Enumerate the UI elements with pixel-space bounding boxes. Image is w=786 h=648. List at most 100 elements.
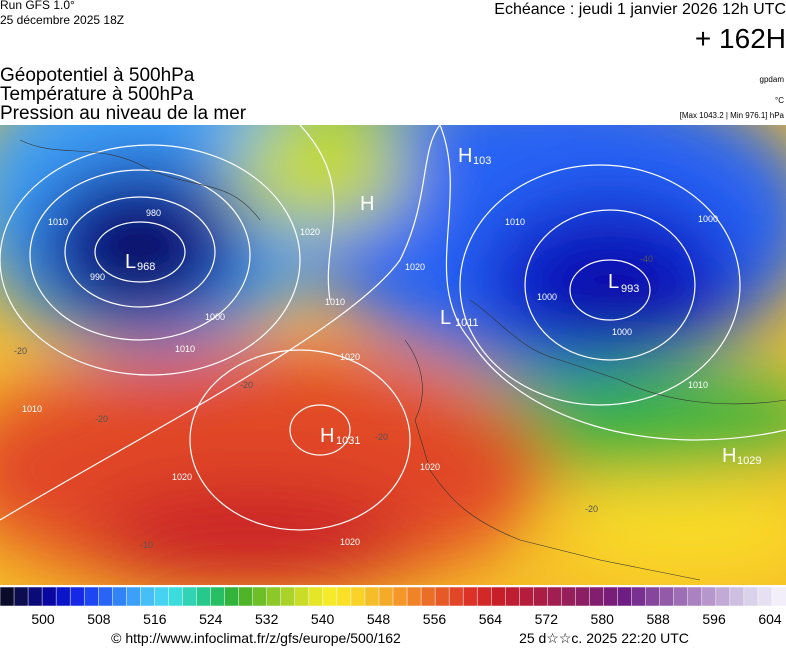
isobar-label: 1010: [688, 380, 708, 390]
color-swatch: [462, 586, 478, 607]
extremes: [Max 1043.2 | Min 976.1] hPa: [680, 111, 785, 120]
center-letter: H: [360, 193, 374, 215]
color-swatch: [406, 586, 422, 607]
color-swatch: [0, 586, 15, 607]
isobar-label: 1010: [505, 217, 525, 227]
colorbar-tick-label: 524: [199, 611, 223, 627]
isobar-label: 1000: [698, 214, 718, 224]
isobar-label: 1020: [172, 472, 192, 482]
source: © http://www.infoclimat.fr/z/gfs/europe/…: [111, 630, 401, 646]
colorbar-tick-label: 588: [646, 611, 670, 627]
color-swatch: [448, 586, 464, 607]
color-swatch: [631, 586, 647, 607]
color-swatch: [687, 586, 703, 607]
isotherm-label: -40: [640, 254, 653, 264]
color-swatch: [83, 586, 100, 607]
center-value: 1031: [336, 435, 360, 447]
center-letter: H: [320, 425, 334, 447]
isobar-label: 1020: [340, 352, 360, 362]
color-swatch: [378, 586, 394, 607]
colorbar-tick-label: 516: [143, 611, 167, 627]
colorbar-tick-label: 572: [535, 611, 559, 627]
color-swatch: [491, 586, 507, 607]
color-swatch: [561, 586, 577, 607]
isobar-label: 1020: [420, 462, 440, 472]
color-swatch: [771, 586, 786, 607]
center-value: 1029: [737, 455, 761, 467]
colorbar-tick-label: 556: [423, 611, 447, 627]
color-swatch: [701, 586, 717, 607]
run-date: 25 décembre 2025 18Z: [0, 13, 124, 27]
color-swatch: [224, 586, 240, 607]
color-swatch: [98, 586, 114, 607]
color-swatch: [519, 586, 535, 607]
isotherm-label: -10: [140, 540, 153, 550]
color-swatch: [589, 586, 605, 607]
color-swatch: [336, 586, 352, 607]
color-swatch: [420, 586, 436, 607]
color-swatch: [533, 586, 549, 607]
center-letter: L: [125, 251, 136, 273]
isobar-label: 1020: [340, 537, 360, 547]
color-swatch: [196, 586, 212, 607]
colorbar-tick-label: 548: [367, 611, 391, 627]
field: Pression au niveau de la mer: [0, 103, 247, 124]
color-swatch: [392, 586, 408, 607]
color-swatch: [238, 586, 254, 607]
units: °C: [775, 96, 784, 105]
isobar-label: 1010: [48, 217, 68, 227]
color-swatch: [154, 586, 170, 607]
pressure-centers: L 968 H 1031 L 993 H 1029 L 1011 H 103 H: [125, 145, 761, 467]
isobar-label: 990: [90, 272, 105, 282]
field: Géopotentiel à 500hPa: [0, 65, 195, 86]
color-swatch: [575, 586, 591, 607]
color-swatch: [168, 586, 184, 607]
isobar-label: 1020: [405, 262, 425, 272]
isotherm-labels: -20 -20 -20 -40 -20 -10 -20: [14, 254, 653, 550]
isobar-label: 1010: [325, 297, 345, 307]
colorbar: 500 508 516 524 532 540 548 556 564 572 580 588 596 6…: [0, 586, 786, 627]
color-swatch: [112, 586, 128, 607]
center-letter: H: [722, 445, 736, 467]
color-swatch: [547, 586, 563, 607]
color-swatch: [505, 586, 521, 607]
isobar-label: 1000: [612, 327, 632, 337]
color-swatch: [645, 586, 661, 607]
color-swatch: [252, 586, 268, 607]
isobar-labels: 980 990 1000 1010 1020 1000 1010 1020 10…: [22, 208, 718, 547]
color-swatch: [182, 586, 198, 607]
color-swatch: [308, 586, 324, 607]
color-swatch: [603, 586, 619, 607]
color-swatch: [294, 586, 310, 607]
color-swatch: [659, 586, 675, 607]
color-swatch: [434, 586, 450, 607]
center-letter: L: [440, 307, 451, 329]
color-swatch: [55, 586, 71, 607]
color-swatch: [69, 586, 85, 607]
isobar-label: 1010: [175, 344, 195, 354]
units: gpdam: [760, 75, 785, 84]
colorbar-tick-label: 540: [311, 611, 335, 627]
isobar-label: 1000: [205, 312, 225, 322]
colorbar-tick-label: 580: [591, 611, 615, 627]
color-swatch: [126, 586, 142, 607]
isotherm-label: -20: [95, 414, 108, 424]
color-swatch: [27, 586, 43, 607]
color-swatch: [364, 586, 380, 607]
color-swatch: [41, 586, 57, 607]
colorbar-tick-label: 564: [479, 611, 503, 627]
color-swatch: [350, 586, 366, 607]
isobar-label: 1000: [537, 292, 557, 302]
isobar-label: 980: [146, 208, 161, 218]
color-swatch: [617, 586, 633, 607]
center-letter: L: [608, 271, 619, 293]
color-swatch: [210, 586, 226, 607]
color-swatch: [13, 586, 29, 607]
map-field: [0, 125, 786, 585]
colorbar-tick-label: 596: [702, 611, 726, 627]
colorbar-tick-label: 500: [31, 611, 55, 627]
isotherm-label: -20: [375, 432, 388, 442]
color-swatch: [673, 586, 689, 607]
center-letter: H: [458, 145, 472, 167]
